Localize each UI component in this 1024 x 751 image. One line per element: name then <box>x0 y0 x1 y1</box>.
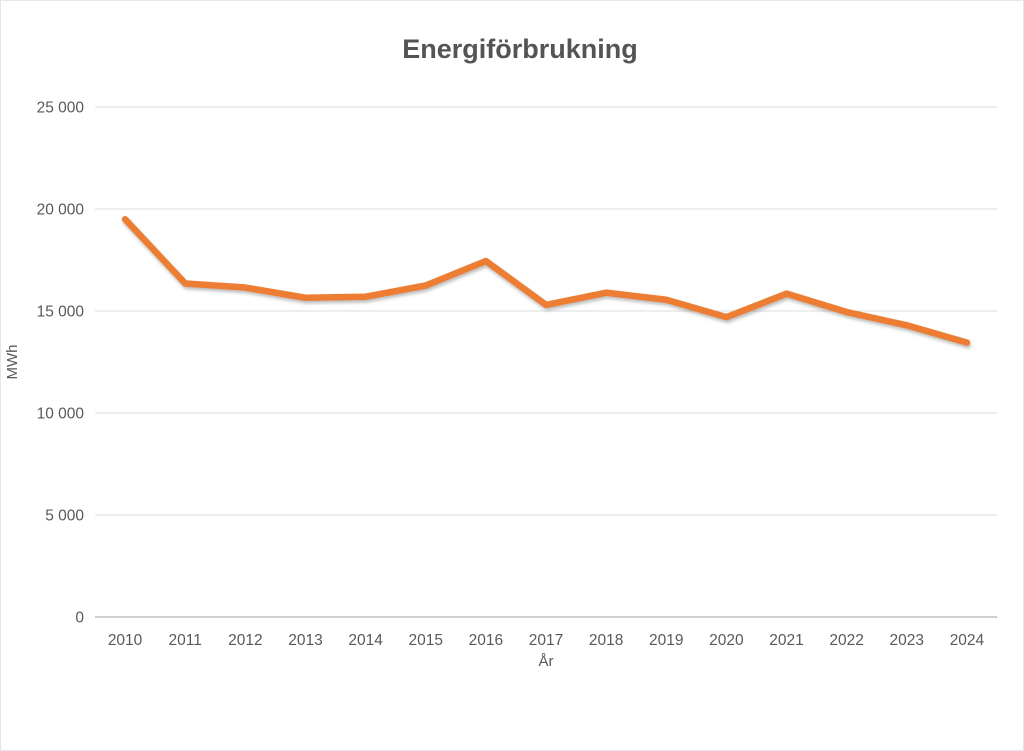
energy-consumption-line <box>121 215 971 346</box>
y-axis-tick-label: 25 000 <box>37 100 85 117</box>
x-axis-tick-labels: 2010 2011 2012 2013 2014 2015 2016 2017 2018 2019… <box>108 632 985 649</box>
x-axis-tick-label: 2012 <box>228 632 262 649</box>
x-axis-title: År <box>539 653 554 670</box>
gridlines <box>95 106 997 618</box>
y-axis-tick-label: 15 000 <box>37 304 85 321</box>
chart-title: Energiförbrukning <box>402 34 638 64</box>
x-axis-tick-label: 2018 <box>589 632 623 649</box>
x-axis-tick-label: 2017 <box>529 632 563 649</box>
y-axis-tick-labels: 0 5 000 10 000 15 000 20 000 25 000 <box>37 100 85 627</box>
y-axis-tick-label: 20 000 <box>37 202 85 219</box>
y-axis-title: MWh <box>4 345 21 380</box>
y-axis-tick-label: 5 000 <box>45 508 84 525</box>
x-axis-tick-label: 2013 <box>288 632 322 649</box>
x-axis-tick-label: 2019 <box>649 632 683 649</box>
x-axis-tick-label: 2021 <box>769 632 803 649</box>
x-axis-tick-label: 2016 <box>469 632 503 649</box>
x-axis-tick-label: 2015 <box>408 632 442 649</box>
x-axis-tick-label: 2020 <box>709 632 744 649</box>
x-axis-tick-label: 2011 <box>169 632 202 649</box>
y-axis-tick-label: 10 000 <box>37 406 85 423</box>
x-axis-tick-label: 2014 <box>348 632 383 649</box>
x-axis-tick-label: 2010 <box>108 632 143 649</box>
x-axis-tick-label: 2022 <box>829 632 863 649</box>
y-axis-tick-label: 0 <box>75 610 84 627</box>
x-axis-tick-label: 2024 <box>950 632 985 649</box>
x-axis-tick-label: 2023 <box>890 632 924 649</box>
